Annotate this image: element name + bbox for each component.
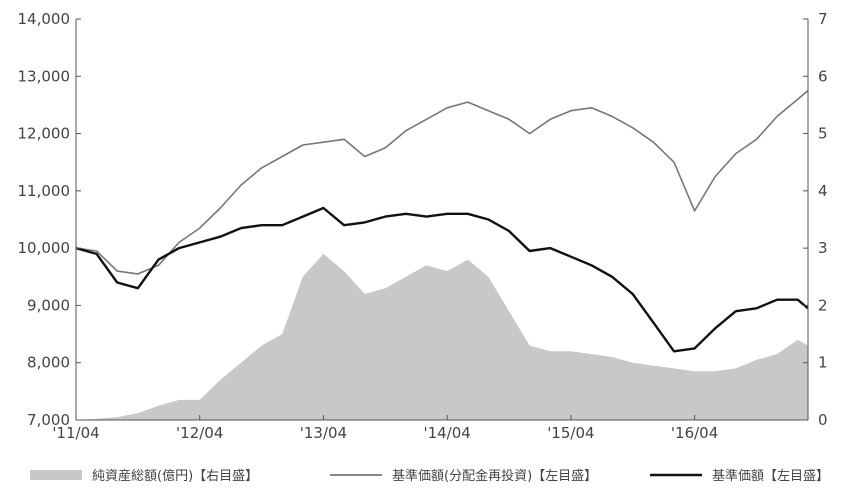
right-tick-label: 2 — [818, 296, 828, 314]
legend-label-2: 基準価額【左目盛】 — [712, 468, 829, 484]
x-tick-label: '11/04 — [52, 424, 99, 442]
right-tick-label: 7 — [818, 10, 828, 28]
legend-label-1: 基準価額(分配金再投資)【左目盛】 — [392, 468, 597, 484]
right-tick-label: 0 — [818, 411, 828, 429]
series-1-line — [75, 89, 809, 275]
right-tick-label: 1 — [818, 354, 828, 372]
left-tick-label: 9,000 — [27, 296, 70, 314]
x-tick-label: '12/04 — [176, 424, 223, 442]
right-tick-label: 5 — [818, 125, 828, 143]
legend: 純資産総額(億円)【右目盛】 基準価額(分配金再投資)【左目盛】 基準価額【左目盛】 — [30, 468, 829, 484]
x-tick-label: '13/04 — [300, 424, 347, 442]
left-tick-label: 12,000 — [18, 125, 71, 143]
series-2-line — [75, 206, 809, 353]
legend-label-0: 純資産総額(億円)【右目盛】 — [92, 468, 258, 484]
left-tick-label: 7,000 — [27, 411, 70, 429]
series-0-area — [76, 253, 808, 420]
legend-swatch-0 — [30, 470, 82, 480]
x-tick-label: '15/04 — [547, 424, 594, 442]
right-tick-label: 3 — [818, 239, 828, 257]
left-tick-label: 8,000 — [27, 354, 70, 372]
right-tick-label: 4 — [818, 182, 828, 200]
left-tick-label: 11,000 — [18, 182, 71, 200]
right-tick-label: 6 — [818, 67, 828, 85]
x-tick-label: '16/04 — [671, 424, 718, 442]
left-tick-label: 13,000 — [18, 67, 71, 85]
left-tick-label: 10,000 — [18, 239, 71, 257]
x-tick-label: '14/04 — [423, 424, 470, 442]
axes: 7,000 8,000 9,000 10,000 11,000 12,000 13,000 1… — [18, 10, 828, 442]
plot-area — [75, 89, 809, 420]
left-tick-label: 14,000 — [18, 10, 71, 28]
